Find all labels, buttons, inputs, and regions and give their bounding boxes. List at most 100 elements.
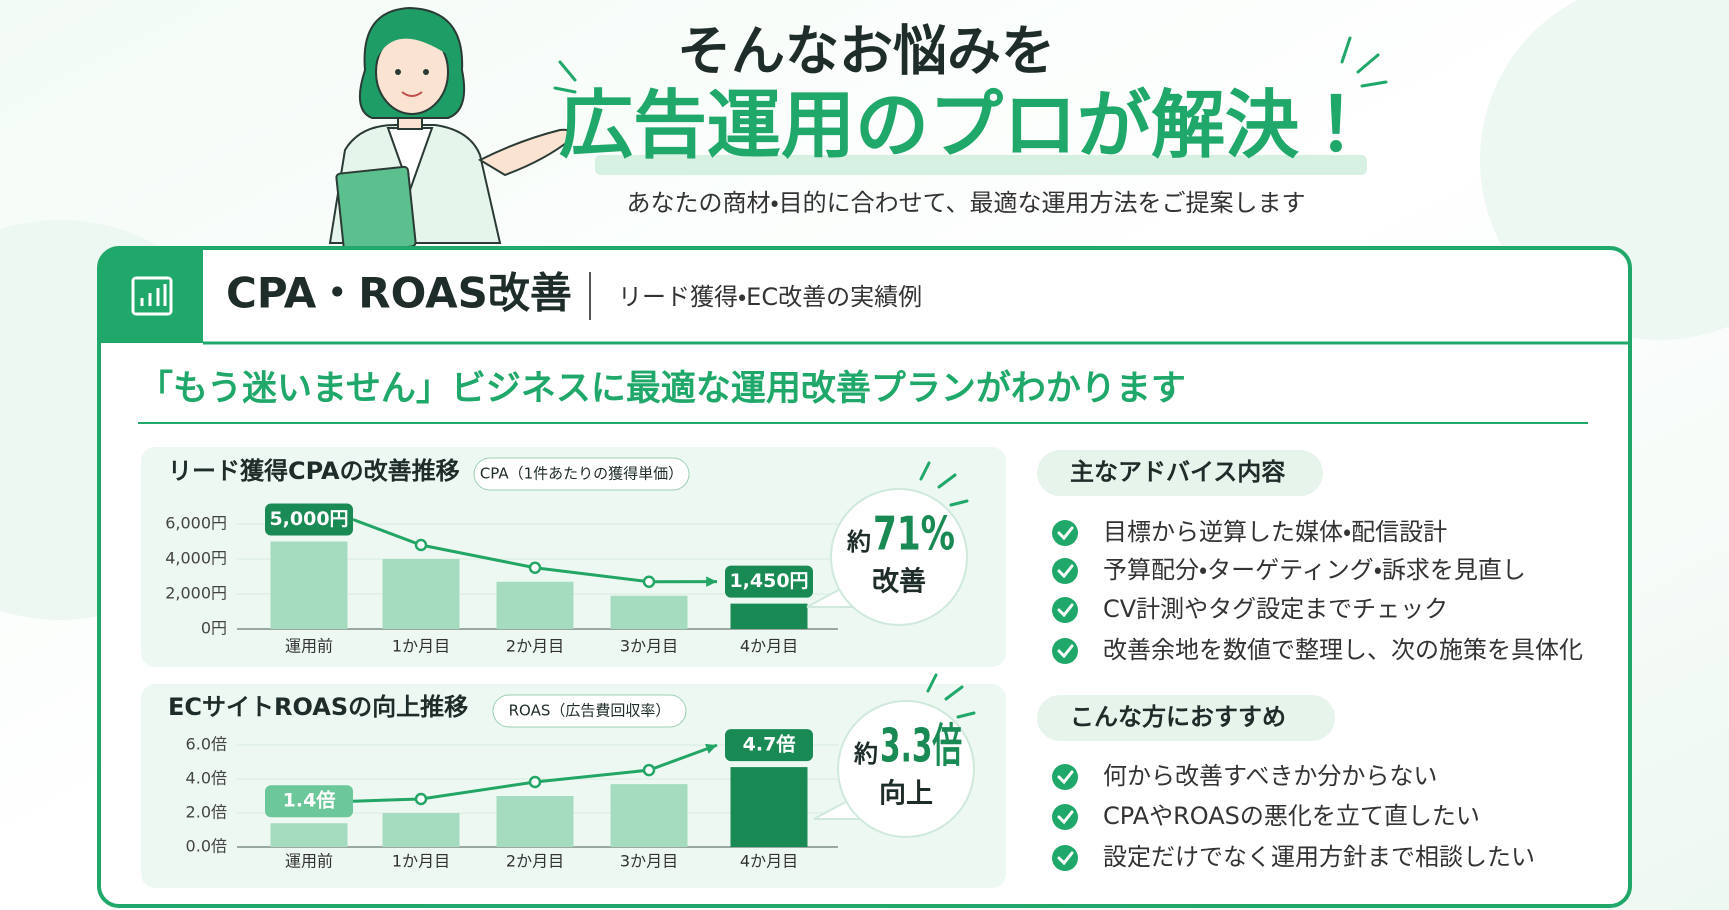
trend-arrow	[706, 576, 717, 587]
check-icon	[1052, 558, 1078, 584]
callout-value: 3.3倍	[880, 719, 962, 773]
callout	[837, 700, 975, 838]
value-label-pill	[725, 565, 813, 598]
chart-title: リード獲得CPAの改善推移	[168, 457, 460, 485]
chart-subtitle: ROAS（広告費回収率）	[509, 702, 671, 720]
callout-value: 71%	[873, 507, 955, 561]
x-tick-label: 4か月目	[740, 852, 798, 871]
x-tick-label: 1か月目	[392, 852, 450, 871]
y-tick-label: 6,000円	[165, 514, 227, 533]
trend-point	[642, 763, 656, 777]
check-icon	[1052, 638, 1078, 664]
y-tick-label: 0円	[201, 619, 227, 638]
y-tick-label: 4.0倍	[186, 769, 227, 788]
card-title: CPA・ROAS改善	[226, 269, 572, 318]
bar	[270, 823, 348, 847]
section-title: こんな方におすすめ	[1070, 703, 1286, 731]
section-pill	[1037, 695, 1335, 741]
chart-subtitle: CPA（1件あたりの獲得単価）	[480, 465, 683, 483]
list-item: 何から改善すべきか分からない	[1103, 762, 1437, 790]
callout-prefix: 約	[846, 528, 871, 556]
list-item: 予算配分・ターゲティング・訴求を見直し	[1103, 556, 1526, 584]
title-line1: そんなお悩みを	[677, 20, 1055, 83]
y-tick-label: 2,000円	[165, 584, 227, 603]
check-icon	[1052, 804, 1078, 830]
card-subtitle: リード獲得・EC改善の実績例	[618, 283, 922, 311]
bar	[382, 559, 460, 629]
bar	[730, 603, 808, 629]
trend-point	[642, 575, 656, 588]
check-mark	[1057, 810, 1074, 825]
sparkle	[553, 36, 1388, 94]
chart-subtitle-pill	[492, 694, 687, 728]
trend-arrow	[705, 743, 717, 754]
check-icon	[1052, 764, 1078, 790]
bar	[496, 796, 574, 847]
bar	[610, 595, 688, 629]
value-label: 1,450円	[729, 570, 808, 592]
list-item: CPAやROASの悪化を立て直したい	[1103, 802, 1480, 830]
check-mark	[1057, 564, 1074, 579]
chart-icon	[131, 276, 173, 316]
trend-point	[528, 775, 542, 789]
callout-suffix: 改善	[872, 567, 926, 598]
check-icon	[1052, 597, 1078, 623]
callout-sparkle	[956, 711, 976, 719]
callout	[830, 488, 968, 626]
list-item: 設定だけでなく運用方針まで相談したい	[1103, 843, 1535, 871]
x-tick-label: 1か月目	[392, 637, 450, 656]
check-mark	[1057, 851, 1074, 866]
y-tick-label: 2.0倍	[186, 803, 227, 822]
bar	[730, 767, 808, 847]
bar	[270, 541, 348, 629]
check-mark	[1057, 526, 1074, 541]
x-tick-label: 2か月目	[506, 852, 564, 871]
value-label: 5,000円	[269, 508, 348, 530]
list-item: 目標から逆算した媒体・配信設計	[1103, 518, 1447, 546]
trend-point	[414, 792, 428, 806]
subtitle: あなたの商材・目的に合わせて、最適な運用方法をご提案します	[627, 189, 1306, 217]
y-tick-label: 6.0倍	[186, 735, 227, 754]
value-label: 1.4倍	[283, 789, 336, 812]
callout-sparkle	[926, 673, 938, 693]
value-label-pill	[265, 785, 353, 818]
trend-point	[414, 538, 428, 552]
x-tick-label: 3か月目	[620, 637, 678, 656]
callout-sparkle	[944, 685, 964, 701]
value-label: 4.7倍	[743, 733, 796, 756]
bar	[382, 813, 460, 847]
x-tick-label: 運用前	[285, 637, 333, 656]
callout-prefix: 約	[853, 740, 878, 768]
check-mark	[1057, 644, 1074, 659]
check-icon	[1052, 520, 1078, 546]
bar	[610, 784, 688, 847]
value-label-pill	[725, 729, 813, 762]
check-icon	[1052, 845, 1078, 871]
x-tick-label: 3か月目	[620, 852, 678, 871]
callout-sparkle	[937, 473, 957, 489]
list-item: 改善余地を数値で整理し、次の施策を具体化	[1103, 636, 1583, 664]
title-highlight	[595, 155, 1367, 175]
check-mark	[1057, 603, 1074, 618]
x-tick-label: 4か月目	[740, 637, 798, 656]
x-tick-label: 2か月目	[506, 637, 564, 656]
callout-suffix: 向上	[879, 778, 933, 810]
callout-sparkle	[919, 461, 931, 481]
title-line2: 広告運用のプロが解決！	[559, 83, 1373, 169]
woman-illustration	[328, 6, 573, 255]
section-pill	[1037, 450, 1323, 496]
callout-sparkle	[949, 499, 969, 507]
chart-subtitle-pill	[473, 457, 690, 491]
section-title: 主なアドバイス内容	[1070, 458, 1285, 486]
x-tick-label: 運用前	[285, 852, 333, 871]
headline: 「もう迷いません」ビジネスに最適な運用改善プランがわかります	[138, 369, 1186, 409]
check-mark	[1057, 770, 1074, 785]
y-tick-label: 4,000円	[165, 549, 227, 568]
chart-title: ECサイトROASの向上推移	[168, 693, 468, 721]
list-item: CV計測やタグ設定までチェック	[1103, 595, 1448, 623]
value-label-pill	[265, 503, 353, 536]
y-tick-label: 0.0倍	[186, 837, 227, 856]
trend-point	[528, 561, 542, 574]
